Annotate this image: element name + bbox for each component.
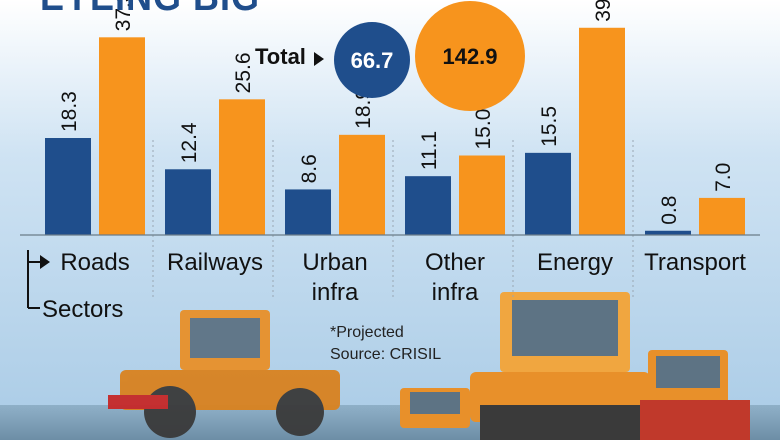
data-label-other-infra-series-2: 15.0 (472, 109, 495, 150)
data-label-railways-series-1: 12.4 (178, 122, 201, 163)
bar-energy-series-1 (525, 152, 571, 235)
bar-energy-series-2 (579, 27, 625, 235)
road-roller-illustration-left (108, 310, 340, 438)
category-label-other-infra: Other (425, 249, 485, 276)
data-label-energy-series-1: 15.5 (538, 106, 561, 147)
data-label-energy-series-2: 39.1 (592, 0, 615, 22)
bar-other-infra-series-1 (405, 176, 451, 235)
chart-title: EYEING BIG (40, 0, 260, 20)
data-label-urban-infra-series-1: 8.6 (298, 154, 321, 183)
source-credit: Source: CRISIL (330, 346, 442, 363)
road-roller-illustration-center (400, 388, 470, 428)
projected-note: *Projected (330, 324, 404, 341)
total-circle-series-2 (415, 1, 525, 111)
bar-railways-series-1 (165, 169, 211, 235)
data-label-transport-series-1: 0.8 (658, 196, 681, 225)
source-note: *Projected Source: CRISIL (330, 322, 441, 366)
category-label-railways: Railways (167, 249, 263, 276)
data-label-urban-infra-series-2: 18.9 (352, 88, 375, 129)
category-label-transport: Transport (644, 249, 746, 276)
bar-urban-infra-series-1 (285, 189, 331, 235)
category-label-urban-infra: infra (312, 279, 359, 306)
total-arrow-icon (314, 52, 324, 66)
bar-other-infra-series-2 (459, 155, 505, 235)
sectors-arrow-icon (40, 255, 50, 269)
data-label-roads-series-1: 18.3 (58, 91, 81, 132)
bar-roads-series-1 (45, 138, 91, 235)
category-label-roads: Roads (60, 249, 129, 276)
data-label-railways-series-2: 25.6 (232, 52, 255, 93)
data-label-transport-series-2: 7.0 (712, 163, 735, 192)
bar-transport-series-2 (699, 197, 745, 235)
road-roller-illustration-right (470, 292, 650, 440)
road-roller-illustration-far-right (640, 350, 750, 440)
total-value-series-2: 142.9 (442, 44, 497, 69)
sectors-axis-label: Sectors (42, 296, 123, 323)
total-value-series-1: 66.7 (351, 48, 394, 73)
bar-roads-series-2 (99, 37, 145, 236)
bar-railways-series-2 (219, 99, 265, 235)
plot-area: 18.3 37.3 Roads 12.4 25.6 Railways 8.6 18.9 Urba… (20, 0, 760, 323)
total-label: Total (255, 44, 306, 69)
category-label-energy: Energy (537, 249, 613, 276)
category-label-urban-infra: Urban (302, 249, 367, 276)
data-label-other-infra-series-1: 11.1 (418, 131, 441, 170)
data-label-roads-series-2: 37.3 (112, 0, 135, 31)
bar-transport-series-1 (645, 230, 691, 235)
bar-urban-infra-series-2 (339, 134, 385, 235)
total-circle-series-1 (334, 22, 410, 98)
category-label-other-infra: infra (432, 279, 479, 306)
